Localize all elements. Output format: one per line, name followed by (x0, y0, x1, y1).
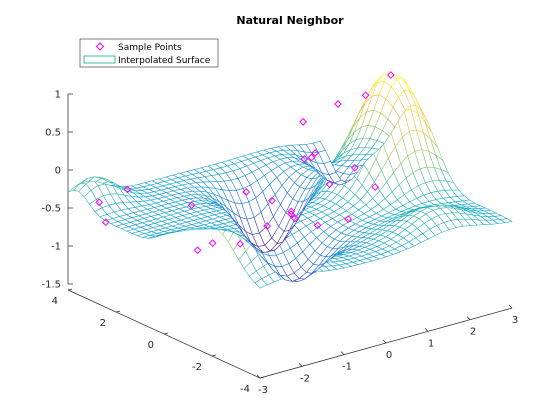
sample-point (236, 239, 245, 248)
legend-surface-label: Interpolated Surface (118, 56, 211, 66)
sample-points (95, 71, 395, 255)
z-tick-label: 0 (55, 166, 61, 177)
x-tick-mark (382, 339, 387, 344)
y-tick-label: -2 (192, 362, 202, 373)
sample-point (313, 221, 322, 230)
sample-point (187, 201, 196, 210)
sample-point (325, 180, 334, 189)
sample-point (350, 163, 359, 172)
y-tick-label: 4 (52, 296, 58, 307)
sample-point (371, 183, 380, 192)
legend-surface-swatch (83, 55, 116, 64)
z-tick-label: -1 (51, 242, 61, 253)
x-tick-label: -1 (342, 362, 352, 373)
legend: Sample Points Interpolated Surface (79, 38, 219, 68)
x-tick-label: 1 (428, 338, 434, 349)
y-tick-label: 0 (148, 340, 154, 351)
legend-sample-label: Sample Points (118, 43, 182, 53)
sample-point (95, 198, 104, 207)
y-tick-label: -4 (240, 384, 250, 395)
y-tick-mark (163, 332, 169, 335)
sample-point (311, 149, 320, 157)
x-tick-mark (256, 374, 261, 379)
y-tick-mark (211, 354, 217, 357)
z-tick-label: 1 (55, 90, 61, 101)
y-tick-mark (67, 288, 73, 291)
sample-point (300, 155, 309, 163)
x-tick-mark (298, 363, 303, 367)
x-tick-label: 2 (470, 327, 476, 338)
x-tick-mark (340, 351, 345, 355)
x-tick-mark (508, 304, 513, 309)
y-tick-label: 2 (100, 318, 106, 329)
sample-point (123, 185, 132, 194)
y-tick-mark (115, 310, 121, 313)
sample-point (307, 153, 316, 162)
sample-point (263, 222, 272, 230)
sample-point (287, 210, 296, 219)
mesh-cell (67, 182, 81, 193)
x-tick-label: -2 (300, 373, 310, 384)
x-tick-mark (466, 316, 471, 320)
z-tick-label: -1.5 (41, 280, 61, 291)
sample-point (193, 246, 202, 255)
sample-point (208, 239, 217, 248)
x-tick-label: 3 (512, 315, 518, 326)
y-tick-mark (259, 376, 265, 379)
z-tick-label: 0.5 (45, 128, 61, 139)
sample-point (299, 117, 308, 126)
sample-point (287, 207, 296, 216)
chart-title: Natural Neighbor (236, 14, 344, 27)
z-tick-label: -0.5 (41, 204, 61, 215)
legend-sample-marker (95, 42, 105, 51)
sample-point (361, 91, 370, 100)
sample-point (101, 218, 110, 227)
sample-point (334, 100, 342, 108)
x-tick-label: 0 (386, 350, 392, 361)
sample-point (242, 188, 251, 196)
axis-ticks: -1.5 -1 -0.5 0 0.5 1 -3 -2 -1 0 1 2 3 -4 -2 0 2 4 (41, 90, 518, 397)
x-tick-mark (424, 328, 429, 332)
sample-point (290, 214, 299, 223)
sample-point (386, 71, 395, 79)
interpolated-surface (67, 72, 513, 289)
sample-point (344, 215, 353, 224)
x-tick-label: -3 (258, 385, 268, 396)
sample-point (268, 196, 276, 205)
